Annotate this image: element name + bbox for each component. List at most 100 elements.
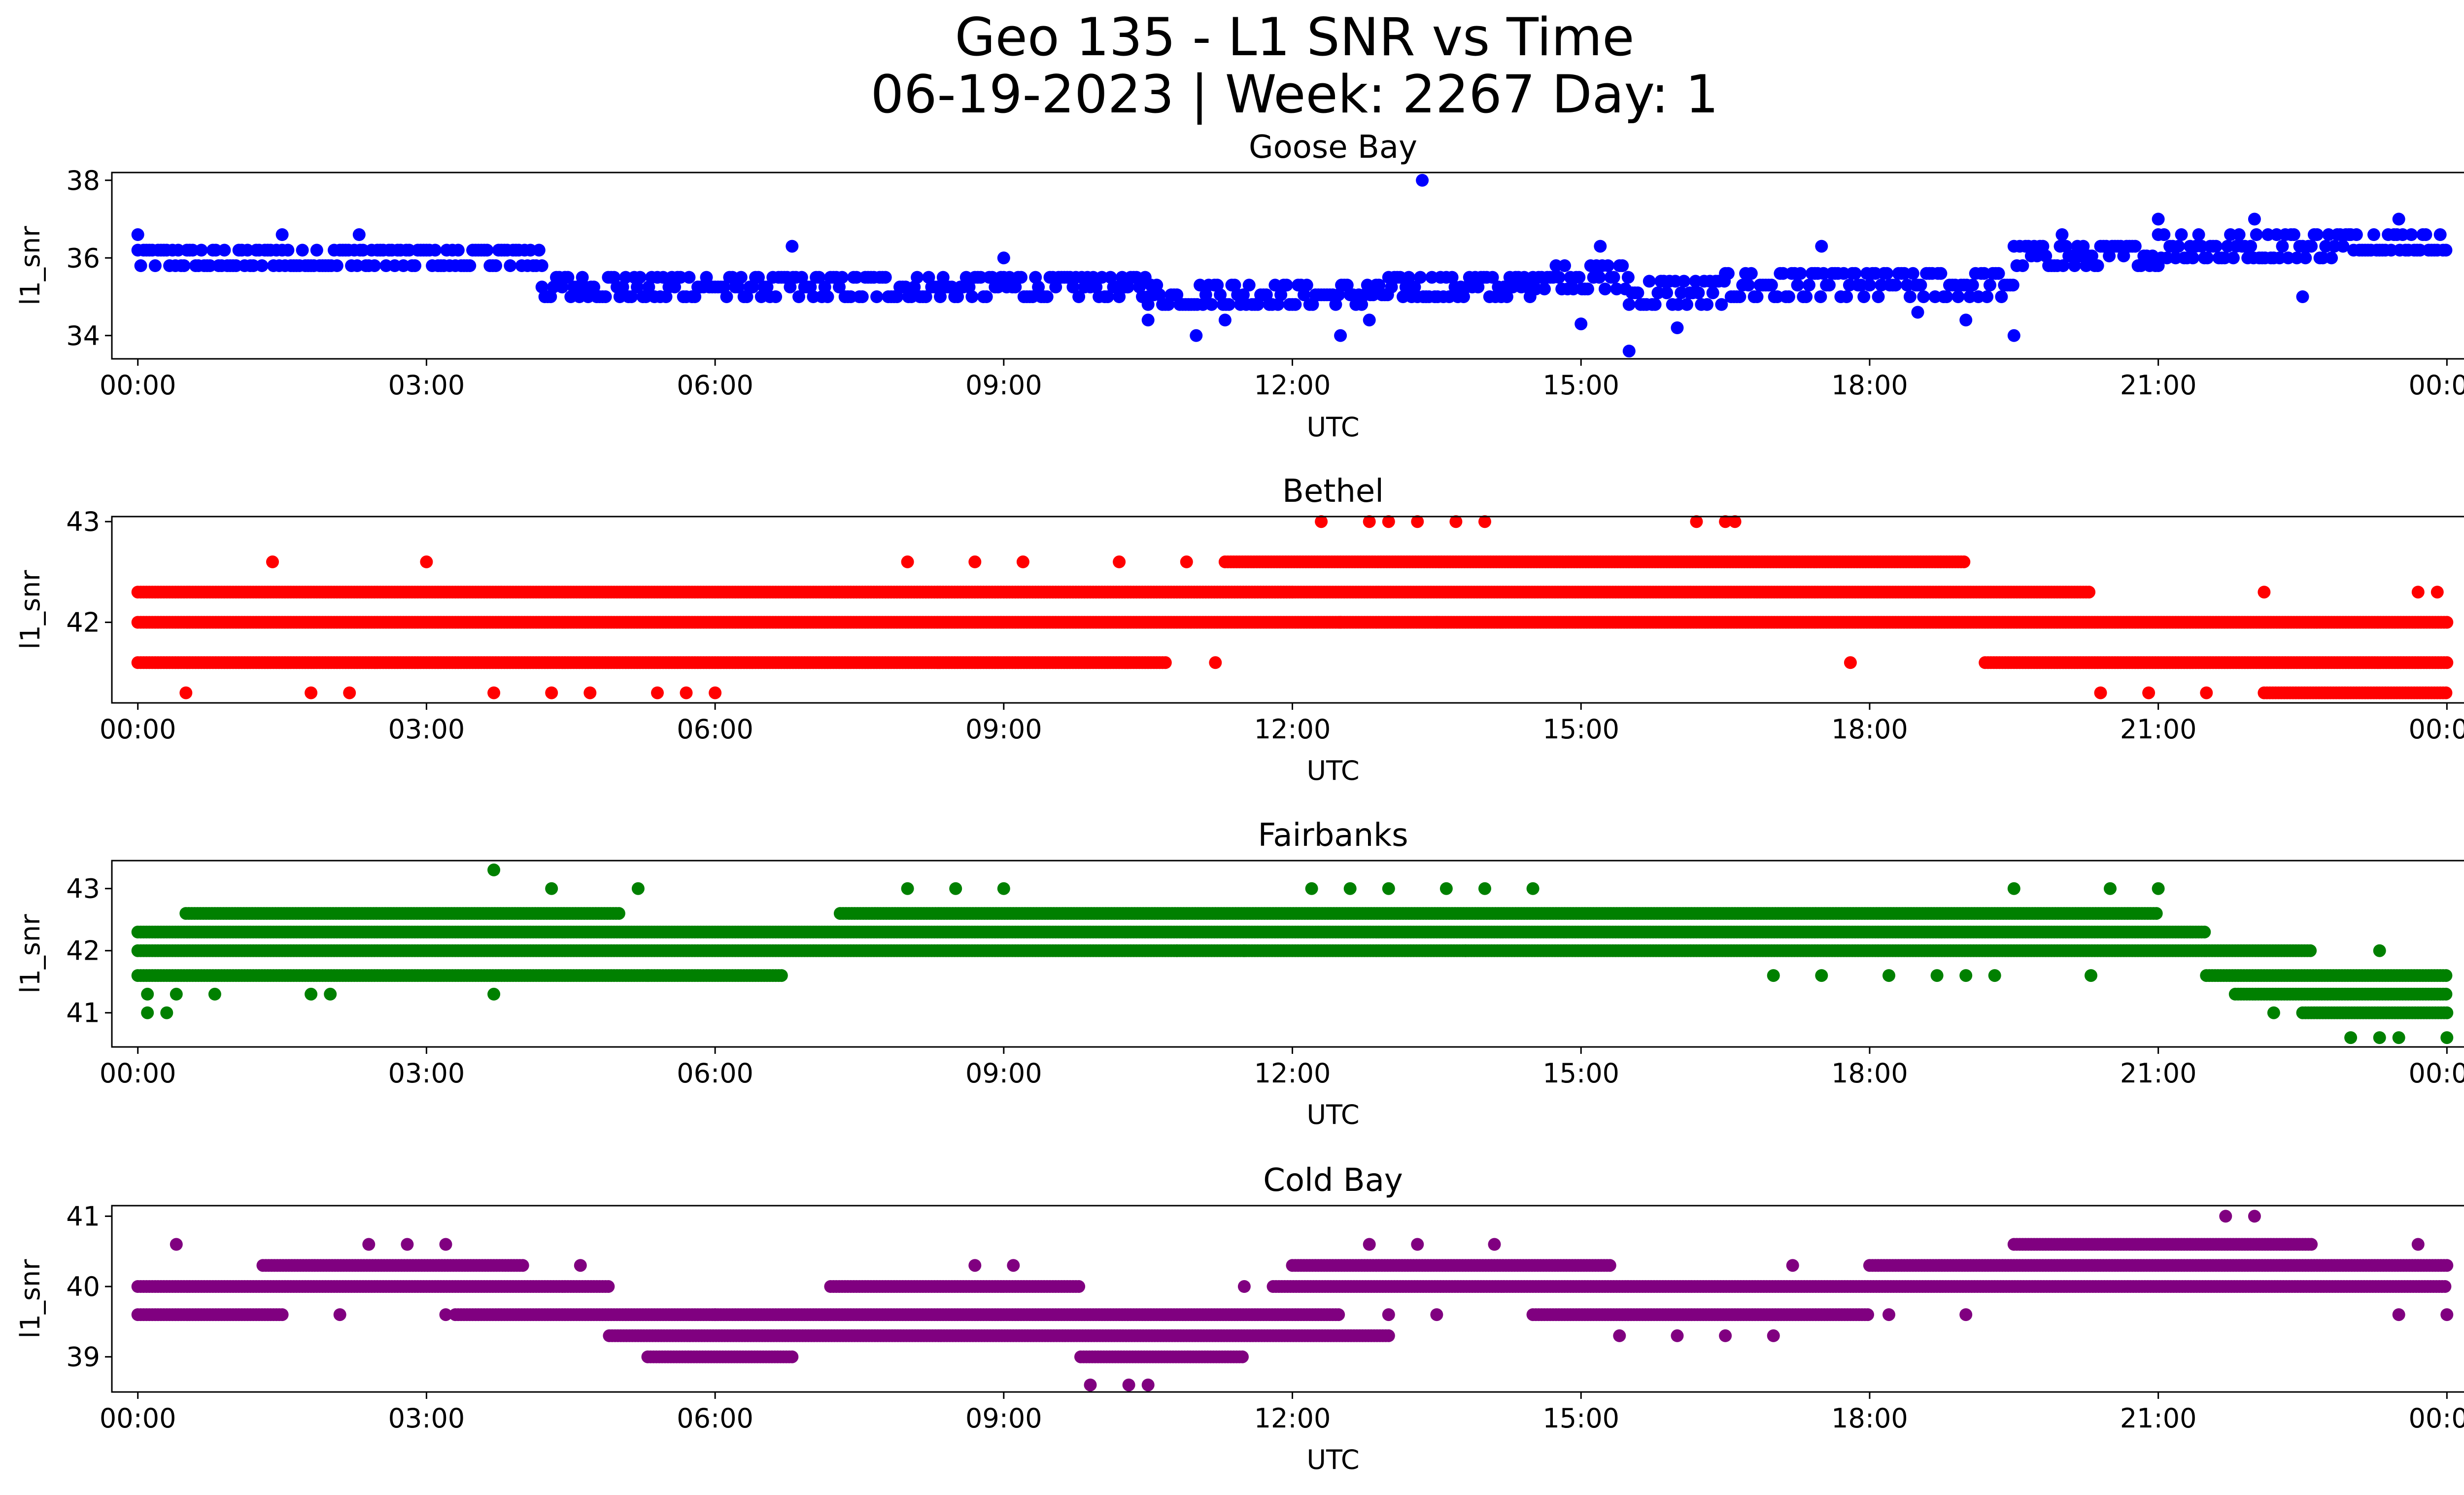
- data-point: [409, 259, 421, 272]
- data-point: [1984, 278, 1996, 292]
- data-point: [535, 280, 548, 294]
- data-point: [968, 555, 982, 568]
- data-point: [352, 228, 366, 241]
- data-point: [2039, 249, 2053, 263]
- data-point: [2439, 686, 2453, 699]
- data-point: [255, 259, 269, 272]
- data-point: [177, 259, 191, 272]
- data-point: [1289, 298, 1302, 311]
- data-point: [1340, 278, 1354, 292]
- data-point: [1607, 271, 1620, 284]
- data-point: [1016, 555, 1029, 568]
- data-point: [2175, 228, 2188, 241]
- data-point: [1765, 278, 1778, 292]
- data-point: [1090, 280, 1103, 294]
- data-point: [532, 243, 546, 257]
- data-point: [599, 290, 612, 303]
- y-tick-label: 36: [66, 243, 100, 274]
- data-point: [1538, 282, 1551, 296]
- data-point: [997, 251, 1010, 265]
- data-point: [1500, 290, 1513, 303]
- data-point: [330, 259, 343, 272]
- data-point: [934, 290, 947, 303]
- data-point: [1881, 267, 1894, 280]
- data-point: [1180, 555, 1193, 568]
- data-point: [2439, 243, 2453, 257]
- data-point: [1733, 290, 1746, 303]
- data-point: [659, 290, 673, 303]
- data-point: [1857, 290, 1871, 303]
- data-point: [668, 280, 682, 294]
- data-point: [555, 280, 569, 294]
- data-point: [1414, 271, 1427, 284]
- data-point: [709, 686, 722, 699]
- x-tick-label: 03:00: [388, 370, 465, 401]
- scatter-series-goose-bay: [131, 174, 2453, 358]
- data-point: [463, 259, 477, 272]
- data-point: [1363, 313, 1376, 327]
- data-point: [1911, 306, 1924, 319]
- data-point: [813, 271, 825, 284]
- data-point: [717, 280, 730, 294]
- data-point: [2248, 212, 2261, 226]
- data-point: [1271, 298, 1285, 311]
- data-point: [2068, 259, 2081, 272]
- data-point: [587, 280, 601, 294]
- data-point: [2055, 228, 2069, 241]
- data-point: [1692, 286, 1705, 300]
- data-point: [1599, 282, 1611, 296]
- subplot-bethel: Bethel 00:00 03:00 06:00 09:00 12:00 15:00 18:…: [15, 473, 2464, 786]
- data-point: [1372, 278, 1386, 292]
- x-tick-label: 09:00: [965, 714, 1042, 745]
- x-tick-label: 06:00: [677, 370, 753, 401]
- data-point: [1211, 278, 1224, 292]
- data-point: [275, 228, 289, 241]
- plot-area-frame: [111, 172, 2464, 360]
- data-point: [1844, 656, 1857, 669]
- data-point: [2172, 240, 2185, 253]
- data-point: [1402, 271, 1415, 284]
- data-point: [266, 555, 279, 568]
- data-point: [965, 290, 979, 303]
- data-point: [1066, 280, 1080, 294]
- data-point: [1621, 271, 1635, 284]
- data-point: [1242, 278, 1256, 292]
- data-point: [2077, 240, 2090, 253]
- data-point: [2186, 251, 2199, 265]
- data-point: [2433, 228, 2447, 241]
- data-point: [1791, 278, 1804, 292]
- data-point: [752, 271, 765, 284]
- data-point: [792, 290, 805, 303]
- data-point: [1430, 616, 1443, 629]
- data-point: [760, 280, 774, 294]
- data-point: [1153, 288, 1166, 302]
- x-tick-label: 18:00: [1831, 714, 1908, 745]
- data-point: [1750, 290, 1764, 303]
- data-point: [1228, 278, 1241, 292]
- data-point: [740, 290, 753, 303]
- data-point: [1416, 174, 1429, 187]
- data-point: [2287, 228, 2300, 241]
- data-point: [2117, 249, 2130, 263]
- data-point: [2430, 586, 2444, 599]
- data-point: [535, 259, 548, 272]
- data-point: [784, 280, 797, 294]
- data-point: [1671, 321, 1684, 334]
- data-point: [1486, 271, 1499, 284]
- data-point: [1334, 616, 1347, 629]
- data-point: [1329, 298, 1342, 311]
- data-point: [786, 240, 799, 253]
- data-point: [1573, 271, 1586, 284]
- data-point: [420, 555, 433, 568]
- subplot-title: Fairbanks: [1258, 817, 1408, 854]
- data-point: [795, 271, 808, 284]
- x-axis-label: UTC: [1306, 412, 1359, 443]
- data-point: [2419, 228, 2432, 241]
- data-point: [1237, 288, 1250, 302]
- data-point: [1815, 240, 1828, 253]
- data-point: [1133, 280, 1146, 294]
- subplot-goose-bay: Goose Bay 00:00 03:00 06:00 09:00 12:00 15:00…: [15, 129, 2464, 443]
- data-point: [1631, 286, 1644, 300]
- data-point: [1049, 280, 1062, 294]
- figure-title-line1: Geo 135 - L1 SNR vs Time: [955, 7, 1634, 68]
